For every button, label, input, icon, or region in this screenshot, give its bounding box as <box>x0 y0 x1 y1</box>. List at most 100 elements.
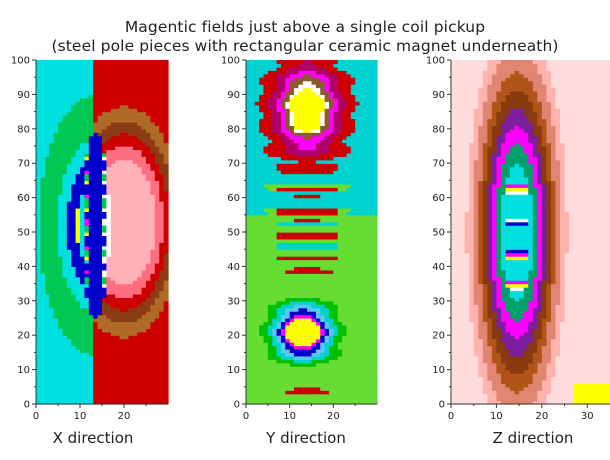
heatmap-cell <box>97 149 103 154</box>
heatmap-cell <box>372 362 378 367</box>
heatmap-cell <box>49 397 55 402</box>
heatmap-cell <box>154 273 160 278</box>
heatmap-cell <box>53 321 59 326</box>
heatmap-cell <box>106 307 112 312</box>
heatmap-cell <box>36 183 41 188</box>
heatmap-cell <box>263 252 269 257</box>
heatmap-cell <box>333 262 339 267</box>
heatmap-cell <box>294 228 299 233</box>
heatmap-cell <box>272 379 278 384</box>
heatmap-cell <box>146 63 151 68</box>
heatmap-cell <box>263 266 269 271</box>
heatmap-cell <box>307 235 313 240</box>
heatmap-cell <box>88 121 94 126</box>
heatmap-cell <box>49 108 55 113</box>
heatmap-cell <box>93 77 99 82</box>
heatmap-cell <box>93 190 99 195</box>
heatmap-cell <box>102 84 107 89</box>
heatmap-cell <box>49 373 55 378</box>
heatmap-cell <box>124 335 129 340</box>
y-tick-label: 70 <box>17 159 30 170</box>
heatmap-cell <box>276 194 282 199</box>
heatmap-cell <box>276 228 282 233</box>
heatmap-cell <box>93 235 99 240</box>
heatmap-cell <box>132 139 138 144</box>
heatmap-cell <box>53 348 59 353</box>
heatmap-cell <box>137 63 143 68</box>
heatmap-cell <box>49 273 55 278</box>
heatmap-cell <box>102 146 107 151</box>
heatmap-cell <box>146 321 151 326</box>
heatmap-cell <box>75 276 81 281</box>
heatmap-cell <box>337 338 343 343</box>
heatmap-cell <box>97 183 103 188</box>
heatmap-cell <box>328 259 334 264</box>
heatmap-cell <box>110 176 116 181</box>
heatmap-cell <box>97 262 103 267</box>
heatmap-cell <box>137 390 143 395</box>
heatmap-cell <box>119 77 125 82</box>
heatmap-cell <box>49 173 55 178</box>
heatmap-cell <box>150 276 156 281</box>
heatmap-cell <box>93 362 99 367</box>
heatmap-cell <box>328 386 334 391</box>
heatmap-cell <box>363 218 369 223</box>
heatmap-cell <box>368 304 374 309</box>
heatmap-cell <box>124 221 129 226</box>
heatmap-cell <box>115 242 121 247</box>
heatmap-cell <box>294 252 299 257</box>
heatmap-cell <box>328 390 334 395</box>
heatmap-cell <box>294 259 299 264</box>
heatmap-cell <box>106 369 112 374</box>
heatmap-cell <box>363 204 369 209</box>
heatmap-cell <box>62 176 68 181</box>
heatmap-cell <box>372 400 378 405</box>
heatmap-cell <box>93 207 99 212</box>
heatmap-cell <box>84 262 90 267</box>
heatmap-cell <box>40 194 46 199</box>
y-tick-label: 90 <box>17 90 30 101</box>
heatmap-cell <box>71 128 77 133</box>
heatmap-cell <box>102 290 107 295</box>
heatmap-cell <box>80 166 85 171</box>
heatmap-cell <box>154 132 160 137</box>
heatmap-cell <box>49 204 55 209</box>
heatmap-cell <box>36 207 41 212</box>
heatmap-cell <box>311 290 317 295</box>
heatmap-cell <box>97 121 103 126</box>
heatmap-cell <box>132 297 138 302</box>
heatmap-cell <box>124 201 129 206</box>
heatmap-cell <box>346 269 352 274</box>
heatmap-cell <box>355 331 361 336</box>
heatmap-cell <box>315 290 321 295</box>
heatmap-cell <box>368 324 374 329</box>
heatmap-cell <box>368 266 374 271</box>
heatmap-cell <box>132 149 138 154</box>
heatmap-cell <box>363 245 369 250</box>
heatmap-cell <box>163 273 169 278</box>
heatmap-cell <box>106 156 112 161</box>
heatmap-cell <box>137 90 143 95</box>
heatmap-cell <box>333 187 339 192</box>
heatmap-cell <box>66 386 72 391</box>
heatmap-cell <box>128 376 134 381</box>
heatmap-cell <box>154 111 160 116</box>
heatmap-cell <box>66 80 72 85</box>
heatmap-cell <box>267 331 273 336</box>
heatmap-cell <box>44 77 50 82</box>
heatmap-cell <box>132 97 138 102</box>
heatmap-cell <box>128 238 134 243</box>
heatmap-cell <box>346 207 352 212</box>
heatmap-cell <box>36 190 41 195</box>
heatmap-cell <box>159 307 165 312</box>
heatmap-cell <box>58 287 63 292</box>
heatmap-cell <box>36 318 41 323</box>
heatmap-cell <box>49 293 55 298</box>
heatmap-cell <box>84 197 90 202</box>
heatmap-cell <box>254 300 260 305</box>
heatmap-cell <box>302 369 308 374</box>
heatmap-cell <box>102 176 107 181</box>
heatmap-cell <box>363 321 369 326</box>
heatmap-cell <box>372 238 378 243</box>
heatmap-cell <box>285 183 291 188</box>
